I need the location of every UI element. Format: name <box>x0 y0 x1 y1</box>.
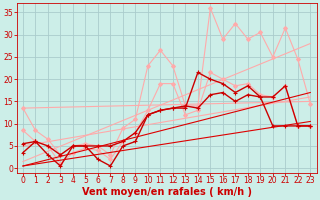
X-axis label: Vent moyen/en rafales ( km/h ): Vent moyen/en rafales ( km/h ) <box>82 187 252 197</box>
